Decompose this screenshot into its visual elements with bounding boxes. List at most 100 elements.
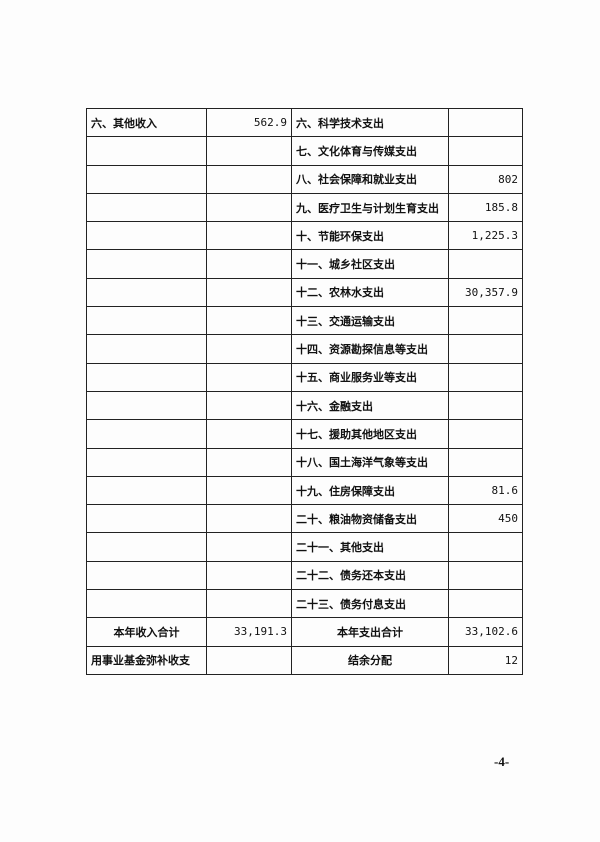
table-row: 八、社会保障和就业支出 802 [86,164,523,194]
income-item [86,504,207,534]
income-item [86,447,207,477]
table-row: 十、节能环保支出 1,225.3 [86,221,523,251]
expense-total-amount: 33,102.6 [448,617,523,647]
table-row: 九、医疗卫生与计划生育支出 185.8 [86,192,523,223]
expense-amount [448,532,523,562]
income-item [86,362,207,392]
expense-item: 十、节能环保支出 [291,221,449,251]
fund-label: 用事业基金弥补收支 [86,645,207,675]
expense-amount [448,560,523,591]
expense-item: 七、文化体育与传媒支出 [291,136,449,166]
fund-amount [206,645,292,675]
expense-item: 十六、金融支出 [291,390,449,421]
expense-item: 十七、援助其他地区支出 [291,419,449,449]
expense-item: 八、社会保障和就业支出 [291,164,449,194]
table-row: 二十二、债务还本支出 [86,560,523,591]
income-item [86,249,207,279]
income-amount [206,221,292,251]
income-item [86,334,207,364]
fund-row: 用事业基金弥补收支 结余分配 12 [86,645,523,675]
income-amount [206,419,292,449]
expense-amount: 802 [448,164,523,194]
income-item [86,560,207,591]
income-total-amount: 33,191.3 [206,617,292,647]
income-amount [206,192,292,223]
table-row: 十三、交通运输支出 [86,306,523,336]
table-row: 十九、住房保障支出 81.6 [86,475,523,506]
expense-item: 九、医疗卫生与计划生育支出 [291,192,449,223]
expense-item: 十一、城乡社区支出 [291,249,449,279]
table-row: 二十三、债务付息支出 [86,589,523,619]
expense-amount [448,334,523,364]
table-row: 十七、援助其他地区支出 [86,419,523,449]
expense-item: 十五、商业服务业等支出 [291,362,449,392]
table-row: 十二、农林水支出 30,357.9 [86,277,523,308]
income-amount [206,589,292,619]
income-amount [206,390,292,421]
table-row: 七、文化体育与传媒支出 [86,136,523,166]
income-item [86,164,207,194]
expense-amount: 30,357.9 [448,277,523,308]
expense-amount [448,589,523,619]
income-item [86,475,207,506]
income-amount [206,306,292,336]
income-item [86,589,207,619]
expense-item: 二十、粮油物资储备支出 [291,504,449,534]
expense-amount [448,362,523,392]
income-total-label: 本年收入合计 [86,617,207,647]
table-row: 十八、国土海洋气象等支出 [86,447,523,477]
income-item: 六、其他收入 [86,107,207,138]
expense-item: 十四、资源勘探信息等支出 [291,334,449,364]
expense-amount [448,447,523,477]
expense-amount: 1,225.3 [448,221,523,251]
surplus-amount: 12 [448,645,523,675]
table-row: 十五、商业服务业等支出 [86,362,523,392]
income-item [86,532,207,562]
income-amount [206,475,292,506]
income-amount [206,560,292,591]
income-amount [206,334,292,364]
income-item [86,419,207,449]
income-amount: 562.9 [206,107,292,138]
totals-row: 本年收入合计 33,191.3 本年支出合计 33,102.6 [86,617,523,647]
expense-amount [448,306,523,336]
expense-item: 十八、国土海洋气象等支出 [291,447,449,477]
surplus-label: 结余分配 [291,645,449,675]
income-item [86,277,207,308]
income-amount [206,249,292,279]
income-item [86,192,207,223]
expense-amount [448,390,523,421]
expense-item: 十九、住房保障支出 [291,475,449,506]
table-row: 十四、资源勘探信息等支出 [86,334,523,364]
income-item [86,221,207,251]
income-amount [206,532,292,562]
table-row: 六、其他收入 562.9 六、科学技术支出 [86,107,523,138]
expense-total-label: 本年支出合计 [291,617,449,647]
expense-amount [448,107,523,138]
income-amount [206,277,292,308]
expense-item: 十二、农林水支出 [291,277,449,308]
expense-amount: 450 [448,504,523,534]
income-amount [206,136,292,166]
expense-amount: 185.8 [448,192,523,223]
income-expense-table: 六、其他收入 562.9 六、科学技术支出 七、文化体育与传媒支出 八、社会保障和就业支… [86,107,523,675]
expense-item: 十三、交通运输支出 [291,306,449,336]
income-amount [206,504,292,534]
expense-item: 二十二、债务还本支出 [291,560,449,591]
expense-item: 六、科学技术支出 [291,107,449,138]
expense-item: 二十三、债务付息支出 [291,589,449,619]
income-amount [206,164,292,194]
table-row: 十一、城乡社区支出 [86,249,523,279]
income-item [86,136,207,166]
expense-amount: 81.6 [448,475,523,506]
income-item [86,390,207,421]
income-item [86,306,207,336]
expense-item: 二十一、其他支出 [291,532,449,562]
income-amount [206,362,292,392]
table-row: 二十、粮油物资储备支出 450 [86,504,523,534]
expense-amount [448,249,523,279]
page-number: -4- [494,754,510,769]
expense-amount [448,419,523,449]
table-row: 十六、金融支出 [86,390,523,421]
